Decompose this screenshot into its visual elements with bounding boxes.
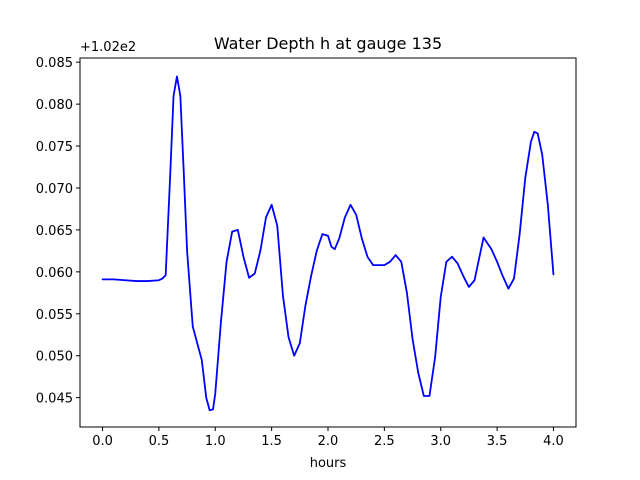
y-tick-label: 0.045	[36, 392, 73, 407]
y-tick-label: 0.055	[36, 308, 73, 323]
y-tick-label: 0.070	[36, 182, 73, 197]
y-tick-label: 0.050	[36, 350, 73, 365]
x-tick-label: 0.0	[92, 434, 113, 449]
series-layer	[101, 75, 555, 412]
chart-title: Water Depth h at gauge 135	[214, 34, 442, 53]
series-line-0	[101, 75, 555, 412]
y-tick-label: 0.085	[36, 56, 73, 71]
x-tick-label: 3.5	[487, 434, 508, 449]
x-tick-label: 1.0	[205, 434, 226, 449]
x-tick-label: 1.5	[261, 434, 282, 449]
x-tick-label: 0.5	[149, 434, 170, 449]
plot-frame	[79, 57, 577, 428]
y-axis-offset-label: +1.02e2	[80, 40, 136, 55]
y-tick-label: 0.060	[36, 266, 73, 281]
y-tick-label: 0.065	[36, 224, 73, 239]
x-tick-label: 3.0	[430, 434, 451, 449]
x-tick-label: 2.0	[318, 434, 339, 449]
y-tick-label: 0.080	[36, 98, 73, 113]
axes-layer: 0.0 0.5 1.0 1.5 2.0 2.5 3.0 3.5 4.0 0.045 0.050 0.0…	[36, 56, 577, 449]
x-tick-label: 2.5	[374, 434, 395, 449]
x-tick-label: 4.0	[543, 434, 564, 449]
x-axis-label: hours	[310, 456, 347, 471]
y-tick-label: 0.075	[36, 140, 73, 155]
